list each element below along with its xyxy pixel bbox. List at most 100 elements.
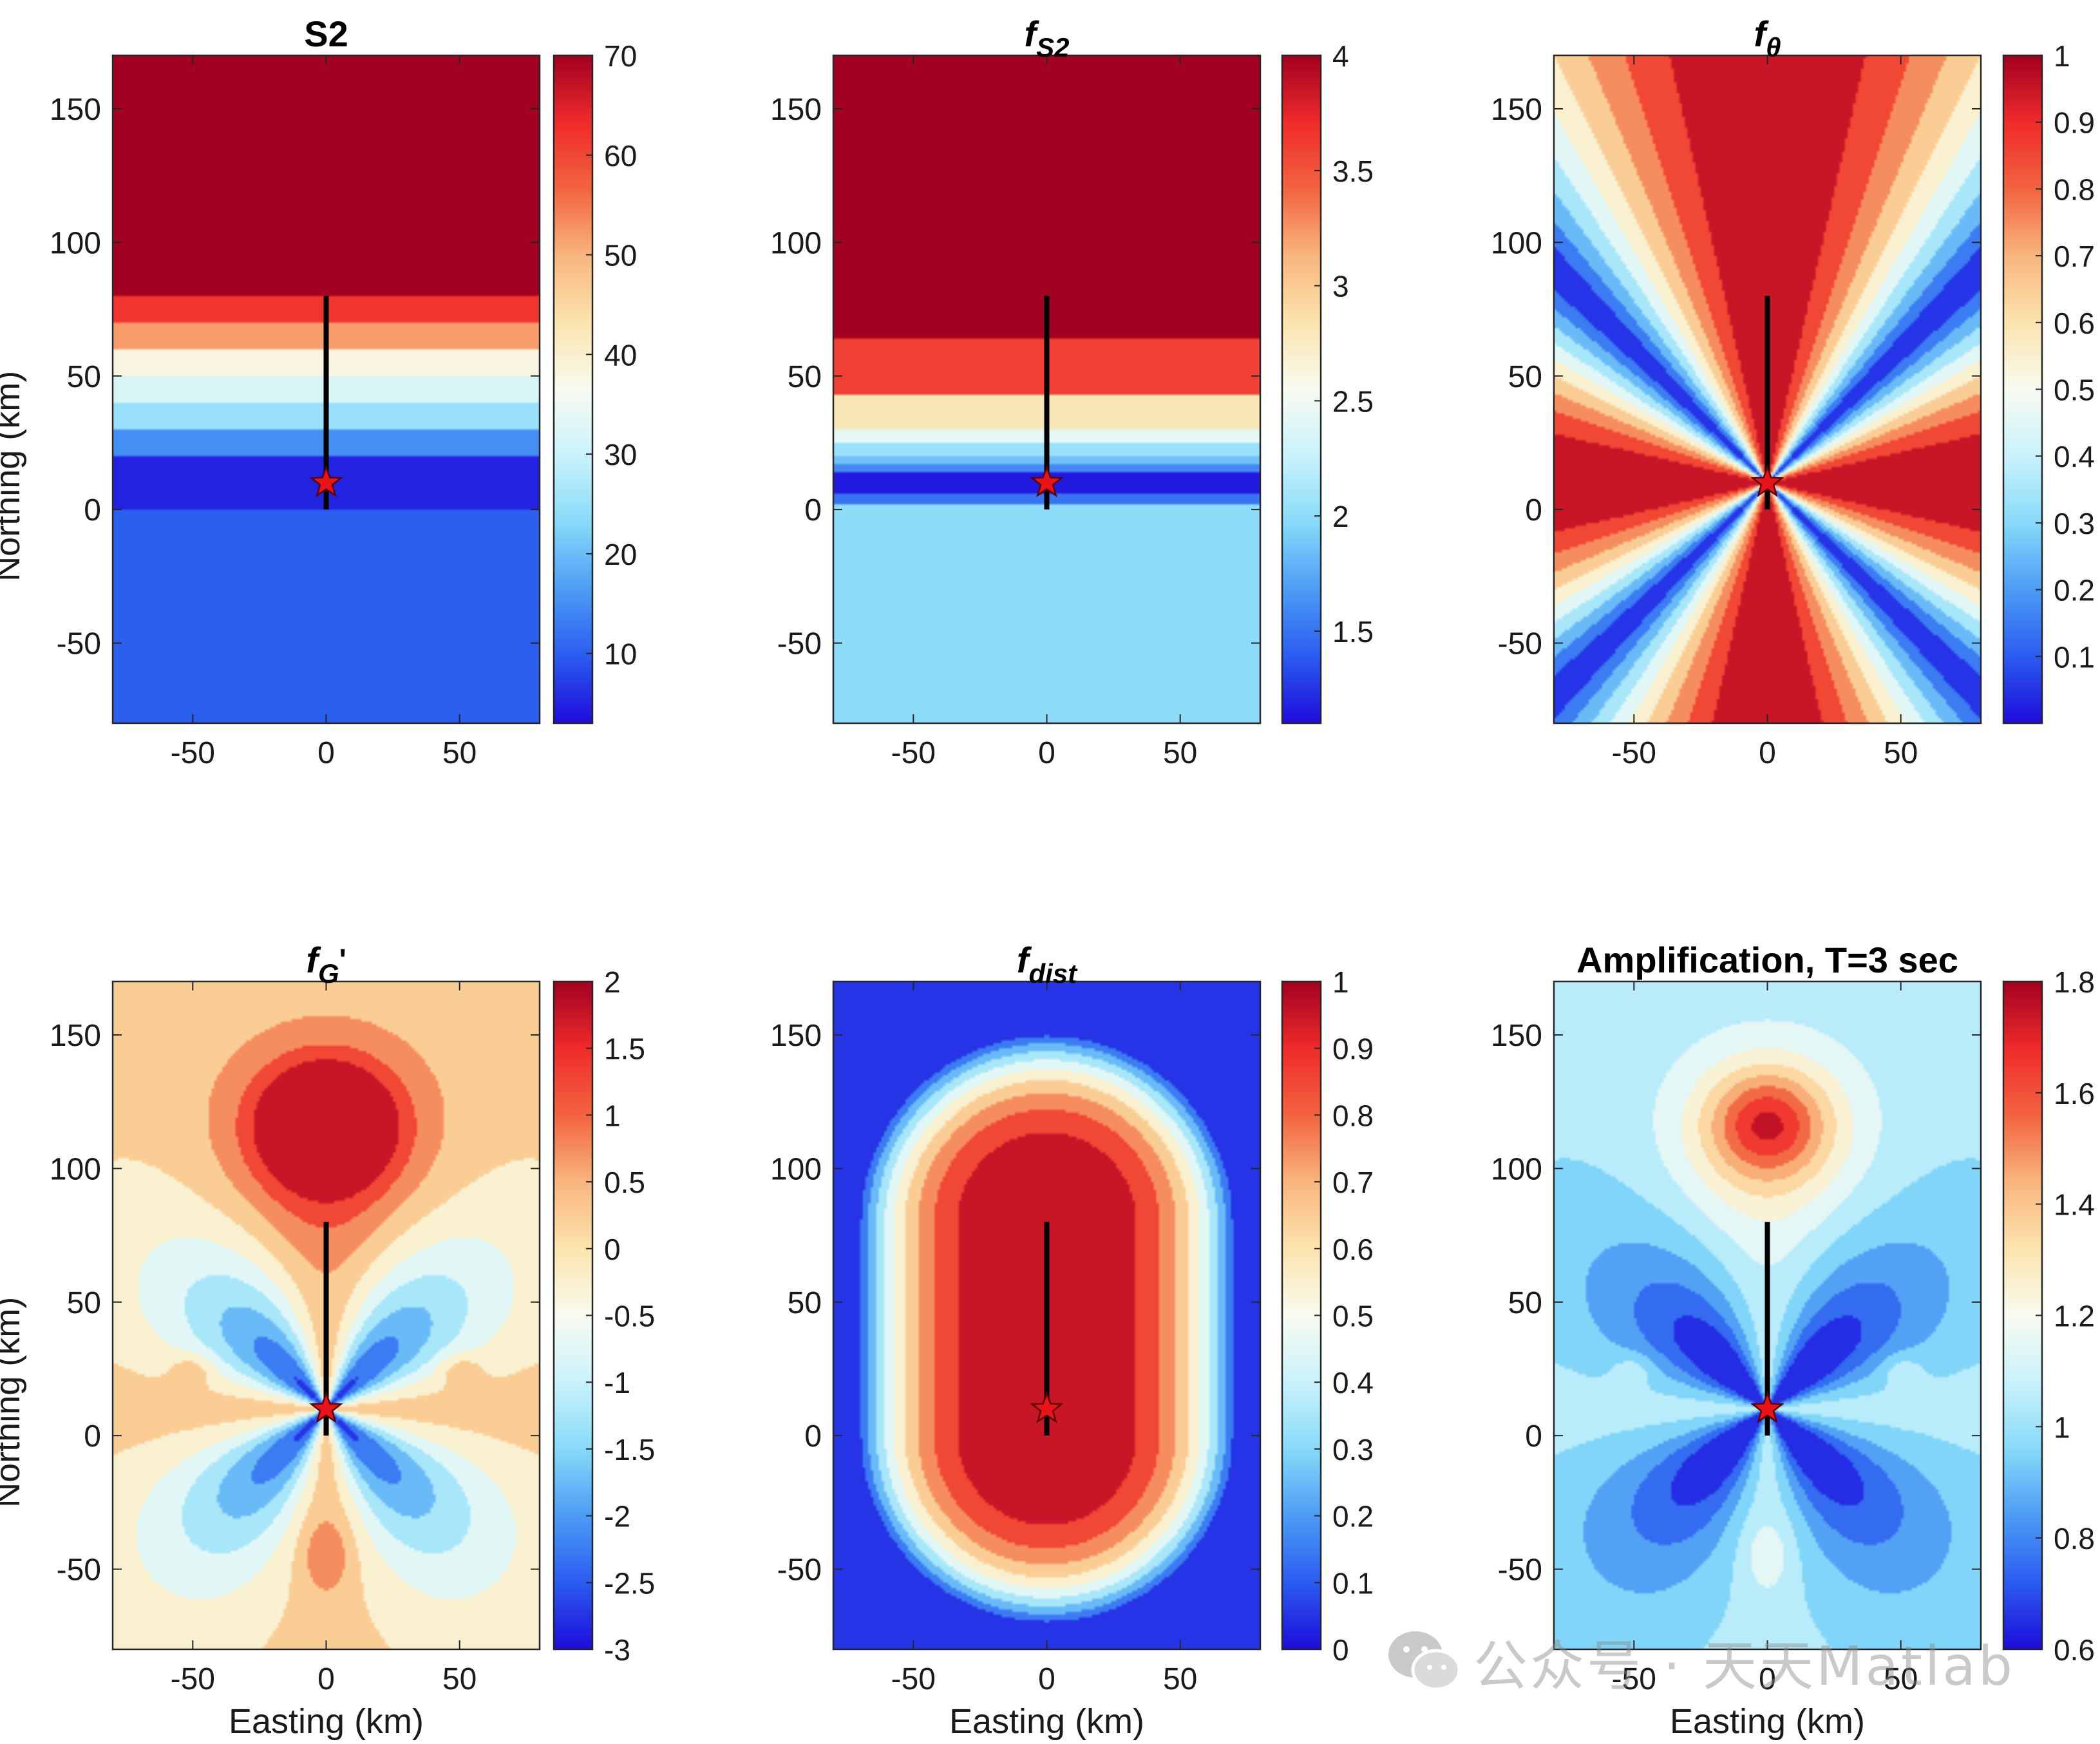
colorbar-tick-label: 0.4 — [1332, 1366, 1374, 1399]
x-axis-label: Easting (km) — [1670, 1702, 1865, 1741]
x-tick-label: 0 — [1759, 736, 1776, 770]
x-tick-label: -50 — [171, 736, 215, 770]
y-tick-label: -50 — [57, 627, 101, 661]
y-tick-label: 0 — [84, 1419, 101, 1454]
colorbar-tick-label: 0 — [1332, 1633, 1349, 1667]
y-tick-label: 100 — [770, 1152, 822, 1186]
colorbar-fG: -3 -2.5 -2 -1.5 -1 -0.5 0 0.5 1 1.5 2 — [553, 965, 655, 1667]
y-tick-label: 0 — [804, 1419, 822, 1454]
y-tick-label: 150 — [770, 1019, 822, 1053]
chart-fS2: -50 0 50 -50 0 50 100 150 fS2 1.5 2 2.5 3 3.5 4 — [770, 14, 1374, 770]
colorbar-bar — [553, 54, 594, 725]
y-tick-label: 50 — [788, 360, 822, 394]
x-tick-label: 0 — [1038, 1662, 1055, 1696]
colorbar-tick-label: 1.2 — [2054, 1300, 2095, 1333]
y-tick-label: 0 — [1525, 493, 1542, 527]
colorbar-tick-label: 0.8 — [1332, 1099, 1374, 1132]
colorbar-tick-label: 1.4 — [2054, 1188, 2095, 1222]
y-tick-label: 150 — [770, 93, 822, 127]
colorbar-tick-label: 2 — [604, 965, 621, 999]
colorbar-fS2: 1.5 2 2.5 3 3.5 4 — [1281, 39, 1374, 725]
colorbar-tick-label: 0.5 — [604, 1166, 645, 1199]
y-tick-label: 100 — [770, 226, 822, 260]
colorbar-tick-label: 1.8 — [2054, 965, 2095, 999]
x-tick-label: 0 — [1759, 1662, 1776, 1696]
colorbar-tick-label: 0.9 — [2054, 106, 2095, 140]
colorbar-tick-label: 30 — [604, 438, 637, 471]
colorbar-tick-label: 0.2 — [2054, 574, 2095, 607]
colorbar-tick-label: 2 — [1332, 500, 1349, 533]
colorbar-tick-label: 10 — [604, 638, 637, 671]
colorbar-tick-label: 1 — [2054, 39, 2070, 73]
x-axis-label: Easting (km) — [229, 1702, 424, 1741]
colorbar-tick-label: 1.5 — [1332, 615, 1374, 649]
x-tick-label: -50 — [891, 736, 936, 770]
colorbar-tick-label: 0.8 — [2054, 1522, 2095, 1555]
y-tick-label: 50 — [1508, 360, 1542, 394]
colorbar-tick-label: 0.6 — [2054, 1633, 2095, 1667]
y-tick-label: 100 — [1491, 1152, 1542, 1186]
chart-title-main: Amplification, T=3 sec — [1576, 940, 1958, 980]
colorbar-fdist: 0 0.1 0.2 0.3 0.4 0.5 0.6 0.7 0.8 0.9 1 — [1281, 965, 1374, 1667]
x-tick-label: 0 — [317, 1662, 335, 1696]
colorbar-tick-label: 0.8 — [2054, 173, 2095, 206]
colorbar-tick-label: 0.5 — [1332, 1300, 1374, 1333]
y-tick-label: 0 — [84, 493, 101, 527]
chart-title-subscript: dist — [1028, 958, 1078, 989]
chart-amp: -50 0 50 -50 0 50 100 150 Easting (km) Amplificat… — [1491, 940, 2095, 1741]
watermark-text: 公众号 · 天天Matlab — [1473, 1634, 2016, 1698]
colorbar-tick-label: 3 — [1332, 270, 1349, 303]
colorbar-tick-label: -1 — [604, 1366, 630, 1399]
colorbar-tick-label: 1.6 — [2054, 1077, 2095, 1110]
epicenter-star-icon — [1030, 1391, 1064, 1424]
colorbar-tick-label: 0.2 — [1332, 1500, 1374, 1533]
colorbar-tick-label: 0.6 — [1332, 1233, 1374, 1266]
chart-title-prime: ' — [339, 943, 346, 976]
chart-S2: -50 0 50 -50 0 50 100 150 Northing (km) S2 10 20 30 4… — [0, 14, 637, 770]
colorbar-amp: 0.6 0.8 1 1.2 1.4 1.6 1.8 — [2002, 965, 2095, 1667]
y-tick-label: 150 — [50, 93, 101, 127]
colorbar-ftheta: 0.1 0.2 0.3 0.4 0.5 0.6 0.7 0.8 0.9 1 — [2002, 39, 2095, 725]
chart-title: fG' — [306, 940, 346, 989]
colorbar-tick-label: 0.3 — [2054, 507, 2095, 540]
colorbar-tick-label: 70 — [604, 39, 637, 73]
x-tick-label: 50 — [1163, 736, 1197, 770]
y-axis-label: Northing (km) — [0, 1297, 27, 1508]
y-tick-label: 100 — [1491, 226, 1542, 260]
epicenter-star-icon — [1750, 465, 1784, 498]
x-tick-label: 0 — [1038, 736, 1055, 770]
x-tick-label: 50 — [1884, 1662, 1918, 1696]
colorbar-tick-label: 50 — [604, 239, 637, 272]
epicenter-star-icon — [309, 1391, 343, 1424]
x-tick-label: -50 — [171, 1662, 215, 1696]
colorbar-tick-label: 0.9 — [1332, 1032, 1374, 1066]
y-axis-label: Northing (km) — [0, 371, 27, 582]
y-tick-label: 100 — [50, 1152, 101, 1186]
chart-ftheta: -50 0 50-50050100150fθ0.10.20.30.40.50.60.… — [1491, 14, 2095, 770]
colorbar-tick-label: -3 — [604, 1633, 630, 1667]
chart-title: S2 — [304, 14, 348, 54]
colorbar-tick-label: 1 — [1332, 965, 1349, 999]
chart-title: Amplification, T=3 sec — [1576, 940, 1958, 980]
y-tick-label: 50 — [67, 1286, 101, 1320]
colorbar-tick-label: 0.7 — [1332, 1166, 1374, 1199]
y-tick-label: 50 — [1508, 1286, 1542, 1320]
chart-title-main: S2 — [304, 14, 348, 54]
watermark: 公众号 · 天天Matlab — [1385, 1623, 2015, 1700]
chart-title: fS2 — [1024, 14, 1069, 62]
colorbar-tick-label: 0.7 — [2054, 240, 2095, 273]
x-axis-label: Easting (km) — [949, 1702, 1144, 1741]
colorbar-tick-label: 60 — [604, 139, 637, 173]
y-tick-label: 150 — [1491, 1019, 1542, 1053]
x-tick-label: 0 — [317, 736, 335, 770]
y-tick-label: -50 — [57, 1553, 101, 1588]
epicenter-star-icon — [309, 465, 343, 498]
x-tick-label: 50 — [442, 1662, 477, 1696]
x-tick-label: 50 — [442, 736, 477, 770]
colorbar-tick-label: -0.5 — [604, 1300, 655, 1333]
colorbar-tick-label: 4 — [1332, 39, 1349, 73]
epicenter-star-icon — [1030, 465, 1064, 498]
colorbar-tick-label: 0.4 — [2054, 440, 2095, 473]
colorbar-bar — [1281, 54, 1322, 725]
y-tick-label: 50 — [67, 360, 101, 394]
